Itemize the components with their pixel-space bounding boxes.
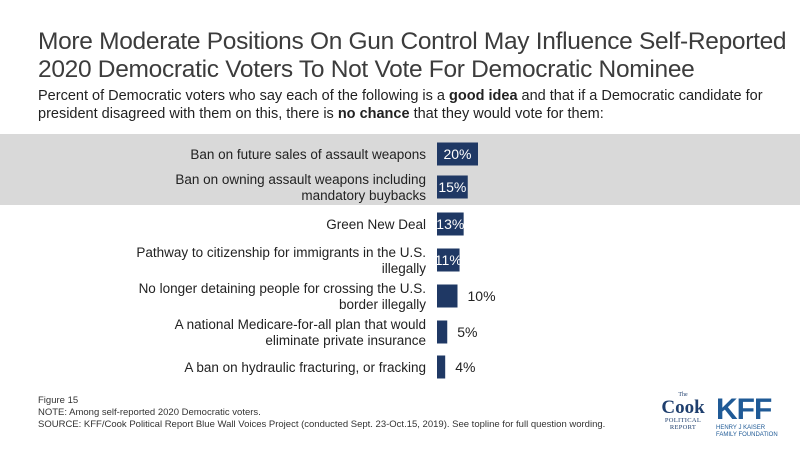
cook-political-report-logo: The Cook POLITICAL REPORT xyxy=(656,392,710,436)
category-label-line: No longer detaining people for crossing … xyxy=(139,281,426,296)
kff-logo-name: KFF xyxy=(716,393,772,426)
kff-logo-line-2: FAMILY FOUNDATION xyxy=(716,432,778,438)
category-label-line: Ban on future sales of assault weapons xyxy=(190,147,426,162)
bar xyxy=(437,320,448,344)
chart-title: More Moderate Positions On Gun Control M… xyxy=(38,28,798,84)
category-label: A ban on hydraulic fracturing, or fracki… xyxy=(184,360,426,375)
highlight-band xyxy=(0,134,800,205)
chart-subtitle: Percent of Democratic voters who say eac… xyxy=(38,87,778,123)
title-line-1: More Moderate Positions On Gun Control M… xyxy=(38,28,787,55)
bar xyxy=(437,248,460,272)
bar xyxy=(437,284,458,308)
cook-logo-the: The xyxy=(678,392,688,398)
kff-logo-line-1: HENRY J KAISER xyxy=(716,425,766,431)
title-line-2: 2020 Democratic Voters To Not Vote For D… xyxy=(38,56,695,83)
value-label: 4% xyxy=(455,359,475,375)
subtitle-bold-1: good idea xyxy=(449,88,518,104)
footer-note: NOTE: Among self-reported 2020 Democrati… xyxy=(38,407,261,418)
footer-source: SOURCE: KFF/Cook Political Report Blue W… xyxy=(38,419,606,430)
category-label: No longer detaining people for crossing … xyxy=(139,281,427,312)
subtitle-part-2: and that if a Democratic candidate for p… xyxy=(38,88,763,122)
value-label: 15% xyxy=(438,179,466,195)
bar xyxy=(437,212,464,236)
cook-logo-name: Cook xyxy=(661,397,705,418)
value-label: 13% xyxy=(436,216,464,232)
category-label: Ban on future sales of assault weapons xyxy=(190,147,426,162)
footer: Figure 15 NOTE: Among self-reported 2020… xyxy=(38,395,605,431)
category-label-line: border illegally xyxy=(339,297,426,312)
value-label: 10% xyxy=(468,288,496,304)
value-label: 5% xyxy=(457,324,477,340)
category-label-line: Ban on owning assault weapons including xyxy=(175,172,426,187)
category-label: Pathway to citizenship for immigrants in… xyxy=(136,245,426,276)
subtitle-bold-2: no chance xyxy=(337,106,410,122)
bar xyxy=(437,355,446,379)
category-label-line: illegally xyxy=(382,261,427,276)
value-label: 11% xyxy=(435,252,462,268)
category-label-line: mandatory buybacks xyxy=(301,188,426,203)
category-label: Green New Deal xyxy=(326,217,426,232)
category-label: A national Medicare-for-all plan that wo… xyxy=(175,317,426,348)
category-label: Ban on owning assault weapons including m… xyxy=(175,172,426,203)
category-label-line: A ban on hydraulic fracturing, or fracki… xyxy=(184,360,426,375)
subtitle-part-1: Percent of Democratic voters who say eac… xyxy=(38,88,450,104)
bar xyxy=(437,175,468,199)
category-label-line: A national Medicare-for-all plan that wo… xyxy=(175,317,426,332)
category-label-line: eliminate private insurance xyxy=(265,333,426,348)
value-label: 20% xyxy=(443,146,471,162)
category-label-line: Green New Deal xyxy=(326,217,426,232)
figure-number: Figure 15 xyxy=(38,395,79,406)
category-label-line: Pathway to citizenship for immigrants in… xyxy=(136,245,426,260)
cook-logo-line-1: POLITICAL xyxy=(664,417,702,424)
subtitle-part-3: that they would vote for them: xyxy=(409,106,604,122)
bar xyxy=(437,142,478,166)
cook-logo-line-2: REPORT xyxy=(669,424,697,431)
kff-logo: KFF HENRY J KAISER FAMILY FOUNDATION xyxy=(716,395,796,439)
